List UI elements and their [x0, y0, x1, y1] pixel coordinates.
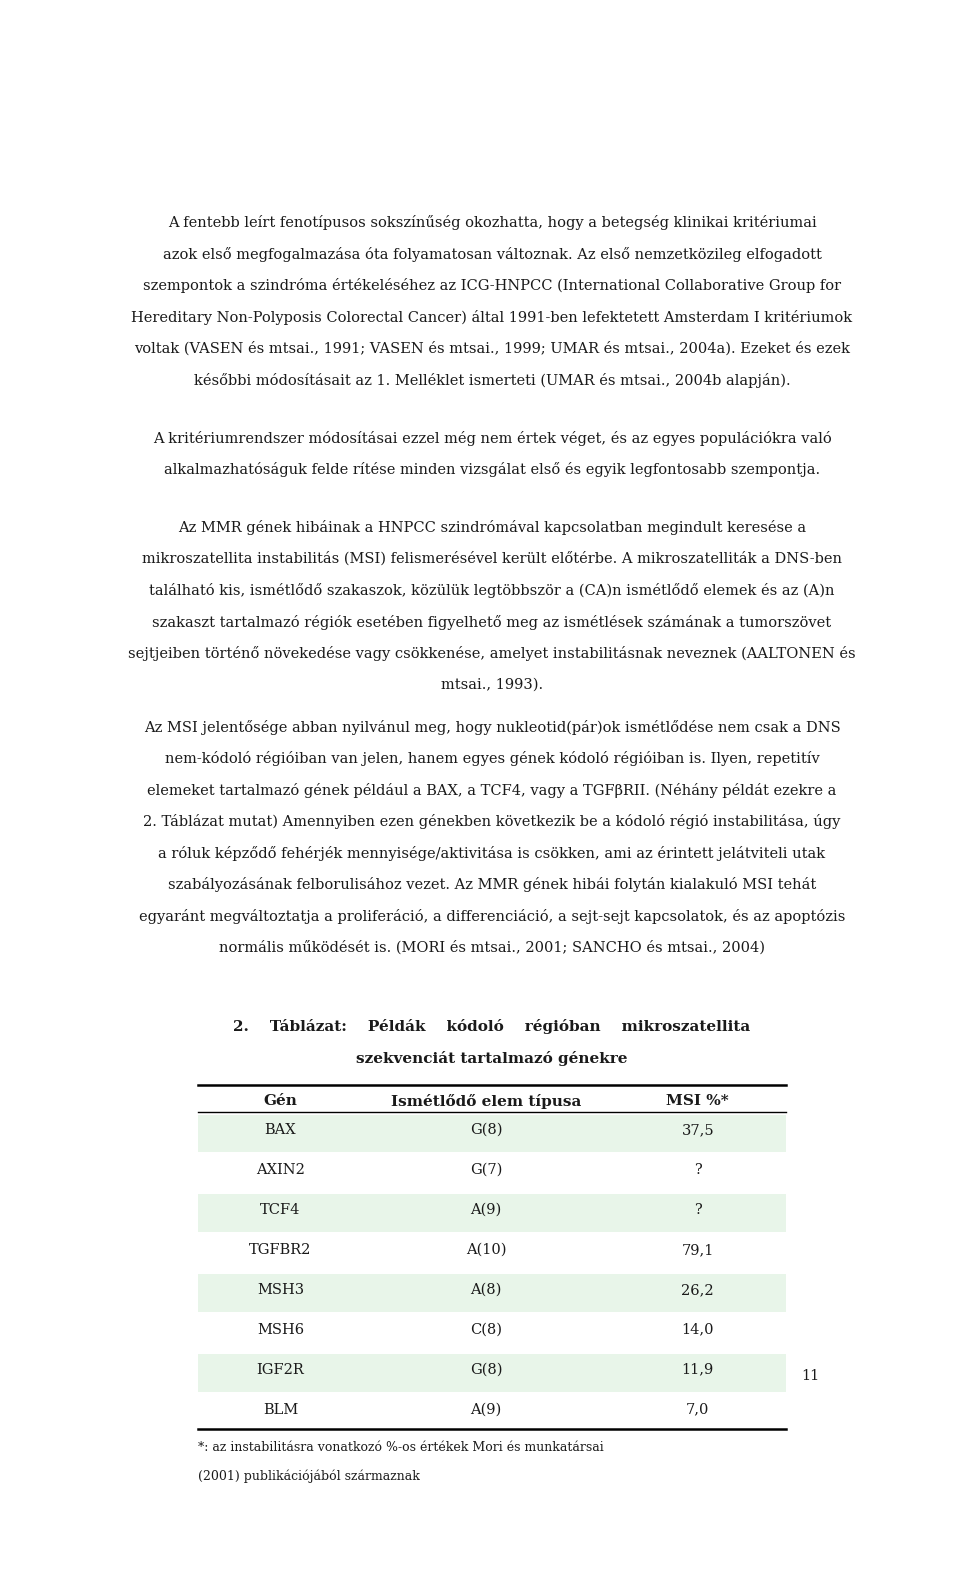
Text: 2.    Táblázat:    Példák    kódoló    régióban    mikroszatellita: 2. Táblázat: Példák kódoló régióban mikr…	[233, 1020, 751, 1034]
Text: mikroszatellita instabilitás (MSI) felismerésével került előtérbe. A mikroszatel: mikroszatellita instabilitás (MSI) felis…	[142, 552, 842, 566]
Text: TCF4: TCF4	[260, 1203, 300, 1217]
Text: későbbi módosításait az 1. Melléklet ismerteti (UMAR és mtsai., 2004b alapján).: későbbi módosításait az 1. Melléklet ism…	[194, 373, 790, 388]
Text: alkalmazhatóságuk felde rítése minden vizsgálat első és egyik legfontosabb szemp: alkalmazhatóságuk felde rítése minden vi…	[164, 462, 820, 478]
Text: MSI %*: MSI %*	[666, 1094, 729, 1108]
Text: 26,2: 26,2	[682, 1283, 714, 1297]
Text: a róluk képződő fehérjék mennyisége/aktivitása is csökken, ami az érintett jelát: a róluk képződő fehérjék mennyisége/akti…	[158, 846, 826, 860]
Text: BAX: BAX	[265, 1122, 297, 1137]
Text: normális működését is. (MORI és mtsai., 2001; SANCHO és mtsai., 2004): normális működését is. (MORI és mtsai., …	[219, 940, 765, 954]
Text: A(8): A(8)	[470, 1283, 502, 1297]
Text: A fentebb leírt fenotípusos sokszínűség okozhatta, hogy a betegség klinikai krit: A fentebb leírt fenotípusos sokszínűség …	[168, 215, 816, 230]
Bar	[198, 1353, 786, 1391]
Text: szabályozásának felborulisához vezet. Az MMR gének hibái folytán kialakuló MSI t: szabályozásának felborulisához vezet. Az…	[168, 877, 816, 893]
Text: Ismétlődő elem típusa: Ismétlődő elem típusa	[391, 1094, 582, 1110]
Text: Az MMR gének hibáinak a HNPCC szindrómával kapcsolatban megindult keresése a: Az MMR gének hibáinak a HNPCC szindrómáv…	[178, 520, 806, 536]
Text: IGF2R: IGF2R	[256, 1363, 304, 1377]
Text: mtsai., 1993).: mtsai., 1993).	[441, 678, 543, 692]
Text: ?: ?	[694, 1203, 702, 1217]
Text: szempontok a szindróma értékeléséhez az ICG-HNPCC (International Collaborative G: szempontok a szindróma értékeléséhez az …	[143, 278, 841, 294]
Text: C(8): C(8)	[470, 1322, 502, 1336]
Text: Gén: Gén	[263, 1094, 298, 1108]
Text: G(8): G(8)	[469, 1363, 502, 1377]
Text: 2. Táblázat mutat) Amennyiben ezen génekben következik be a kódoló régió instabi: 2. Táblázat mutat) Amennyiben ezen gének…	[143, 814, 841, 828]
Text: AXIN2: AXIN2	[256, 1163, 305, 1177]
Text: A(9): A(9)	[470, 1203, 502, 1217]
Text: G(8): G(8)	[469, 1122, 502, 1137]
Bar	[198, 1275, 786, 1313]
Text: *: az instabilitásra vonatkozó %-os értékek Mori és munkatársai: *: az instabilitásra vonatkozó %-os érté…	[198, 1442, 604, 1454]
Text: MSH3: MSH3	[257, 1283, 304, 1297]
Text: 37,5: 37,5	[682, 1122, 714, 1137]
Text: szakaszt tartalmazó régiók esetében figyelhető meg az ismétlések számának a tumo: szakaszt tartalmazó régiók esetében figy…	[153, 615, 831, 630]
Text: A(10): A(10)	[466, 1243, 506, 1258]
Text: (2001) publikációjából származnak: (2001) publikációjából származnak	[198, 1470, 420, 1482]
Text: 79,1: 79,1	[682, 1243, 714, 1258]
Text: nem-kódoló régióiban van jelen, hanem egyes gének kódoló régióiban is. Ilyen, re: nem-kódoló régióiban van jelen, hanem eg…	[164, 751, 820, 766]
Text: 11,9: 11,9	[682, 1363, 714, 1377]
Bar	[198, 1115, 786, 1152]
Text: elemeket tartalmazó gének például a BAX, a TCF4, vagy a TGFβRII. (Néhány példát : elemeket tartalmazó gének például a BAX,…	[147, 783, 837, 797]
Text: szekvenciát tartalmazó génekre: szekvenciát tartalmazó génekre	[356, 1052, 628, 1066]
Text: TGFBR2: TGFBR2	[250, 1243, 312, 1258]
Text: BLM: BLM	[263, 1402, 298, 1416]
Text: MSH6: MSH6	[257, 1322, 304, 1336]
Text: található kis, ismétlődő szakaszok, közülük legtöbbször a (CA)n ismétlődő elemek: található kis, ismétlődő szakaszok, közü…	[149, 583, 835, 599]
Text: Az MSI jelentősége abban nyilvánul meg, hogy nukleotid(pár)ok ismétlődése nem cs: Az MSI jelentősége abban nyilvánul meg, …	[144, 720, 840, 734]
Text: voltak (VASEN és mtsai., 1991; VASEN és mtsai., 1999; UMAR és mtsai., 2004a). Ez: voltak (VASEN és mtsai., 1991; VASEN és …	[134, 341, 850, 355]
Text: 14,0: 14,0	[682, 1322, 714, 1336]
Text: Hereditary Non-Polyposis Colorectal Cancer) által 1991-ben lefektetett Amsterdam: Hereditary Non-Polyposis Colorectal Canc…	[132, 310, 852, 325]
Text: sejtjeiben történő növekedése vagy csökkenése, amelyet instabilitásnak neveznek : sejtjeiben történő növekedése vagy csökk…	[129, 646, 855, 662]
Text: ?: ?	[694, 1163, 702, 1177]
Text: azok első megfogalmazása óta folyamatosan változnak. Az első nemzetközileg elfog: azok első megfogalmazása óta folyamatosa…	[162, 247, 822, 263]
Bar	[198, 1195, 786, 1232]
Text: egyaránt megváltoztatja a proliferáció, a differenciáció, a sejt-sejt kapcsolato: egyaránt megváltoztatja a proliferáció, …	[139, 909, 845, 924]
Text: A(9): A(9)	[470, 1402, 502, 1416]
Text: A kritériumrendszer módosításai ezzel még nem értek véget, és az egyes populáció: A kritériumrendszer módosításai ezzel mé…	[153, 431, 831, 446]
Text: 11: 11	[801, 1369, 820, 1383]
Text: G(7): G(7)	[470, 1163, 502, 1177]
Text: 7,0: 7,0	[686, 1402, 709, 1416]
